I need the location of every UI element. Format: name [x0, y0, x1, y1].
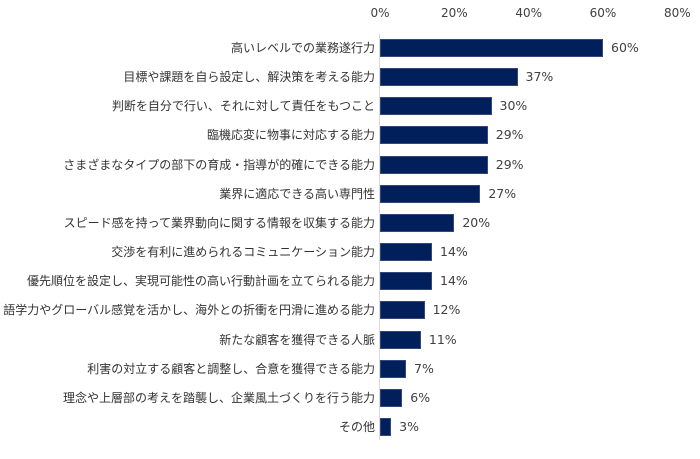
bar — [380, 97, 492, 116]
bar — [380, 243, 433, 262]
value-label: 14% — [440, 273, 468, 289]
category-label: 高いレベルでの業務遂行力 — [230, 41, 375, 55]
category-label: 目標や課題を自ら設定し、解決策を考える能力 — [123, 70, 375, 85]
x-tick-label: 0% — [370, 6, 390, 20]
bar — [380, 417, 392, 436]
value-label: 27% — [488, 185, 517, 201]
bar-row: 臨機応変に物事に対応する能力 29% — [0, 126, 700, 145]
bar-row: 目標や課題を自ら設定し、解決策を考える能力 37% — [0, 68, 700, 87]
bar-row: 交渉を有利に進められるコミュニケーション能力 14% — [0, 243, 700, 262]
value-label: 30% — [499, 98, 528, 114]
bar-row: 業界に適応できる高い専門性 27% — [0, 184, 700, 203]
value-label: 3% — [399, 418, 419, 434]
category-label: 語学力やグローバル感覚を活かし、海外との折衝を円滑に進める能力 — [3, 303, 375, 318]
bar — [380, 39, 603, 57]
category-label: その他 — [338, 419, 375, 434]
bar-row: 語学力やグローバル感覚を活かし、海外との折衝を円滑に進める能力 12% — [0, 301, 700, 320]
value-label: 20% — [462, 214, 491, 230]
bar — [380, 213, 455, 232]
value-label: 11% — [428, 331, 457, 347]
bar — [380, 330, 421, 349]
category-label: さまざまなタイプの部下の育成・指導が的確にできる能力 — [63, 157, 375, 172]
category-label: 業界に適応できる高い専門性 — [219, 186, 375, 201]
bar-row: その他 3% — [0, 417, 700, 436]
value-label: 6% — [410, 389, 431, 405]
category-label: 利害の対立する顧客と調整し、合意を獲得できる能力 — [87, 361, 375, 376]
value-label: 7% — [414, 360, 434, 376]
value-label: 12% — [432, 302, 461, 318]
category-label: 新たな顧客を獲得できる人脈 — [219, 332, 375, 347]
category-label: 交渉を有利に進められるコミュニケーション能力 — [111, 245, 375, 260]
bar-row: 優先順位を設定し、実現可能性の高い行動計画を立てられる能力 14% — [0, 272, 700, 291]
y-axis-line — [379, 34, 380, 440]
x-tick-label: 80% — [663, 6, 691, 20]
x-tick-label: 60% — [589, 6, 617, 20]
bar — [380, 126, 488, 145]
category-label: 判断を自分で行い、それに対して責任をもつこと — [111, 99, 375, 114]
bar — [380, 388, 403, 407]
bar-row: スピード感を持って業界動向に関する情報を収集する能力 20% — [0, 213, 700, 232]
bar — [380, 155, 488, 174]
bar — [380, 359, 407, 378]
bar — [380, 272, 433, 291]
bar — [380, 301, 425, 320]
bar-row: 理念や上層部の考えを踏襲し、企業風土づくりを行う能力 6% — [0, 388, 700, 407]
value-label: 29% — [495, 127, 524, 143]
value-label: 14% — [440, 244, 468, 260]
bar-row: 判断を自分で行い、それに対して責任をもつこと 30% — [0, 97, 700, 116]
value-label: 37% — [525, 69, 554, 85]
value-label: 29% — [495, 156, 524, 172]
bar-row: 利害の対立する顧客と調整し、合意を獲得できる能力 7% — [0, 359, 700, 378]
bar-row: 新たな顧客を獲得できる人脈 11% — [0, 330, 700, 349]
category-label: 理念や上層部の考えを踏襲し、企業風土づくりを行う能力 — [62, 390, 375, 405]
category-label: 優先順位を設定し、実現可能性の高い行動計画を立てられる能力 — [26, 274, 375, 289]
bar-row: 高いレベルでの業務遂行力 60% — [0, 39, 700, 57]
bar — [380, 68, 518, 87]
x-tick-label: 20% — [440, 6, 468, 20]
x-tick-label: 40% — [515, 6, 542, 20]
value-label: 60% — [611, 40, 639, 55]
bar — [380, 184, 481, 203]
category-label: スピード感を持って業界動向に関する情報を収集する能力 — [63, 215, 375, 230]
bar-row: さまざまなタイプの部下の育成・指導が的確にできる能力 29% — [0, 155, 700, 174]
category-label: 臨機応変に物事に対応する能力 — [206, 128, 375, 143]
